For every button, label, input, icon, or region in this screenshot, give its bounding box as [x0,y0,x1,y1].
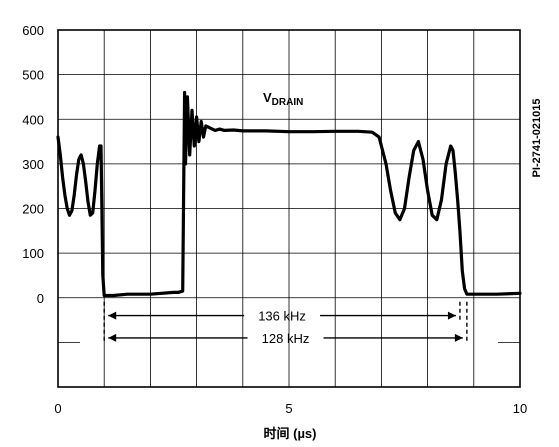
y-tick-label: 100 [22,246,44,261]
x-tick-label: 5 [285,401,292,416]
annotation-arrowhead [108,311,117,320]
y-tick-label: 600 [22,23,44,38]
plot-frame [57,29,521,388]
x-tick-label: 0 [54,401,61,416]
grid [58,30,520,387]
series-line-vdrain [56,90,522,298]
x-tick-label: 10 [513,401,527,416]
annotation-label: 128 kHz [262,331,310,346]
y-tick-label: 200 [22,202,44,217]
y-tick-label: 300 [22,157,44,172]
x-axis-title: 时间 (µs) [264,426,317,441]
annotation-arrowhead [454,333,463,342]
annotation-label: 136 kHz [258,309,306,324]
annotations: 136 kHz 128 kHz [103,301,468,346]
series-label-sub: DRAIN [272,97,304,108]
annotation-arrowhead [108,333,117,342]
y-tick-label: 500 [22,68,44,83]
y-tick-label: 400 [22,112,44,127]
y-tick-labels: 600 500 400 300 200 100 0 [22,23,44,306]
x-tick-labels: 0 5 10 [54,401,527,416]
figure-side-label: PI-2741-021015 [531,99,543,178]
y-tick-label: 0 [37,291,44,306]
annotation-arrowhead [447,311,456,320]
series-label-vdrain: VDRAIN [263,90,303,108]
series-label-main: V [263,90,272,105]
